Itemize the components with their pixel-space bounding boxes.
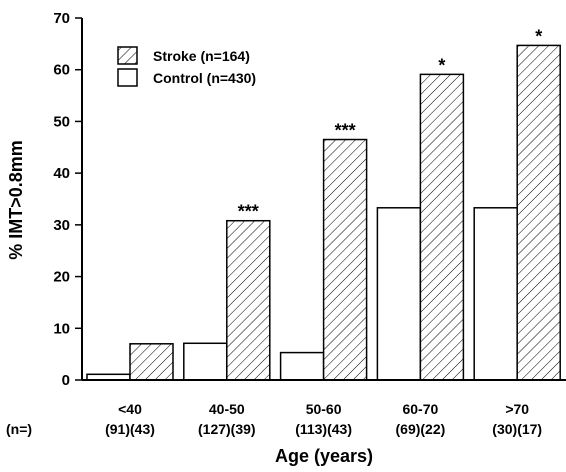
x-category-labels: <40 (91)(43) 40-50 (127)(39) 50-60 (113)(43) 6…	[6, 401, 542, 437]
legend: Stroke (n=164) Control (n=430)	[117, 46, 256, 87]
stroke-bar	[226, 219, 271, 381]
x-axis-title: Age (years)	[275, 446, 373, 466]
stroke-bar	[516, 44, 561, 381]
stroke-bar	[322, 138, 368, 381]
stroke-bar	[129, 343, 174, 381]
significance-label: ***	[238, 202, 259, 222]
control-bar	[473, 207, 518, 381]
x-category-n: (30)(17)	[492, 421, 542, 437]
y-tick-label: 30	[53, 217, 70, 234]
y-tick-label: 50	[53, 113, 70, 130]
n-prefix-label: (n=)	[6, 421, 32, 437]
y-tick-label: 20	[53, 269, 70, 286]
x-category-label: 60-70	[402, 401, 438, 417]
x-category-n: (69)(22)	[396, 421, 446, 437]
y-tick-label: 10	[53, 320, 70, 337]
control-bar	[279, 351, 325, 381]
x-category-label: >70	[505, 401, 529, 417]
significance-label: *	[438, 55, 445, 75]
x-category-label: 40-50	[209, 401, 245, 417]
legend-label: Control (n=430)	[153, 70, 256, 86]
legend-swatch	[117, 68, 138, 87]
legend-label: Stroke (n=164)	[153, 48, 250, 64]
x-category-label: 50-60	[306, 401, 342, 417]
significance-markers: ********	[238, 26, 542, 221]
legend-swatch	[117, 46, 138, 65]
stroke-bar	[419, 73, 465, 381]
x-category-n: (91)(43)	[105, 421, 155, 437]
y-tick-label: 60	[53, 62, 70, 79]
x-category-n: (127)(39)	[198, 421, 256, 437]
x-category-label: <40	[118, 401, 142, 417]
y-ticks: 0 10 20 30 40 50 60 70	[53, 10, 82, 389]
y-tick-label: 0	[62, 372, 70, 389]
control-bar	[376, 207, 422, 381]
y-axis-title: % IMT>0.8mm	[6, 140, 26, 260]
y-tick-label: 40	[53, 165, 70, 182]
significance-label: ***	[335, 121, 356, 141]
bars-group	[86, 44, 561, 381]
control-bar	[183, 342, 228, 381]
significance-label: *	[535, 26, 542, 46]
x-category-n: (113)(43)	[295, 421, 352, 437]
y-tick-label: 70	[53, 10, 70, 27]
